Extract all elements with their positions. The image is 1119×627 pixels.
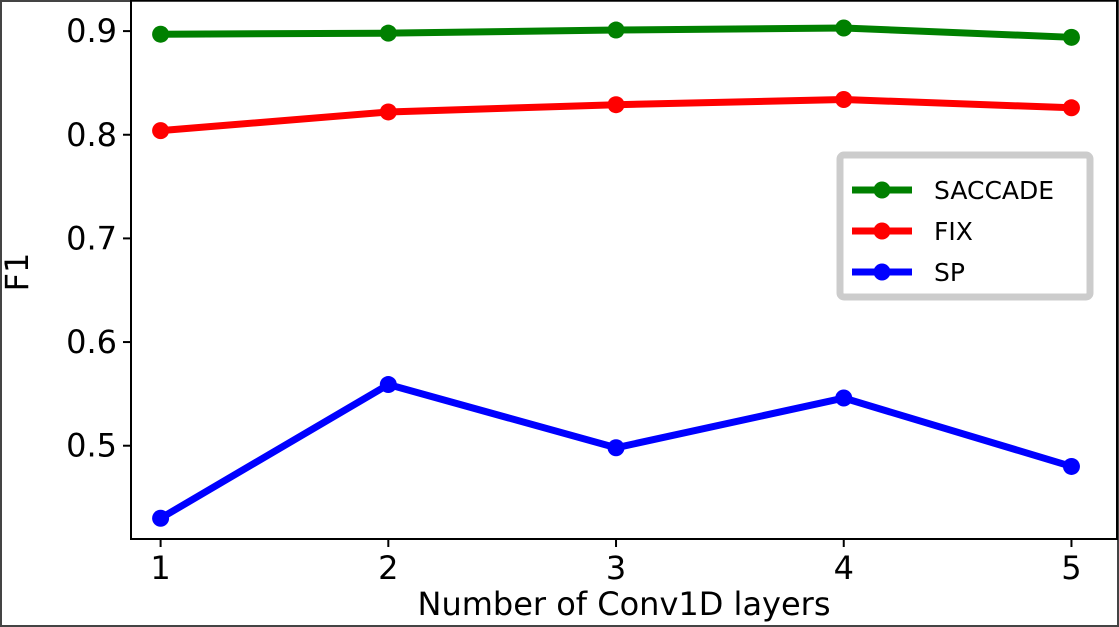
sp-data-point: [152, 509, 170, 527]
saccade-data-point: [835, 19, 853, 37]
legend-fix-label: FIX: [934, 217, 973, 246]
fix-data-point: [1062, 99, 1080, 117]
saccade-data-point: [152, 25, 170, 43]
legend: SACCADE FIX SP: [836, 151, 1094, 301]
sp-data-point: [607, 439, 625, 457]
y-tick-label: 0.6: [66, 323, 117, 361]
x-axis-title: Number of Conv1D layers: [418, 585, 831, 623]
x-tick-label: 4: [834, 549, 854, 587]
series-markers: [152, 19, 1080, 527]
legend-sp-marker: [873, 263, 891, 281]
fix-data-point: [379, 103, 397, 121]
fix-data-point: [607, 96, 625, 114]
plot-area: [130, 0, 1118, 540]
legend-saccade-label: SACCADE: [934, 176, 1054, 205]
legend-sp-label: SP: [934, 258, 965, 287]
saccade-data-point: [1062, 28, 1080, 46]
sp-data-point: [835, 389, 853, 407]
x-tick-label: 1: [150, 549, 170, 587]
y-tick-label: 0.7: [66, 219, 117, 257]
y-tick-label: 0.9: [66, 12, 117, 50]
saccade-data-point: [379, 24, 397, 42]
y-tick-label: 0.5: [66, 427, 117, 465]
fix-data-point: [835, 91, 853, 109]
y-axis-title: F1: [0, 253, 36, 292]
legend-fix-marker: [873, 222, 891, 240]
sp-data-point: [1062, 457, 1080, 475]
legend-saccade-marker: [873, 181, 891, 199]
x-tick-label: 3: [606, 549, 626, 587]
sp-data-point: [379, 376, 397, 394]
x-tick-label: 5: [1061, 549, 1081, 587]
axis-ticks: 1 2 3 4 5 0.5 0.6 0.7 0.8 0.9: [66, 12, 1082, 587]
saccade-data-point: [607, 21, 625, 39]
x-tick-label: 2: [378, 549, 398, 587]
fix-data-point: [152, 122, 170, 140]
y-tick-label: 0.8: [66, 116, 117, 154]
